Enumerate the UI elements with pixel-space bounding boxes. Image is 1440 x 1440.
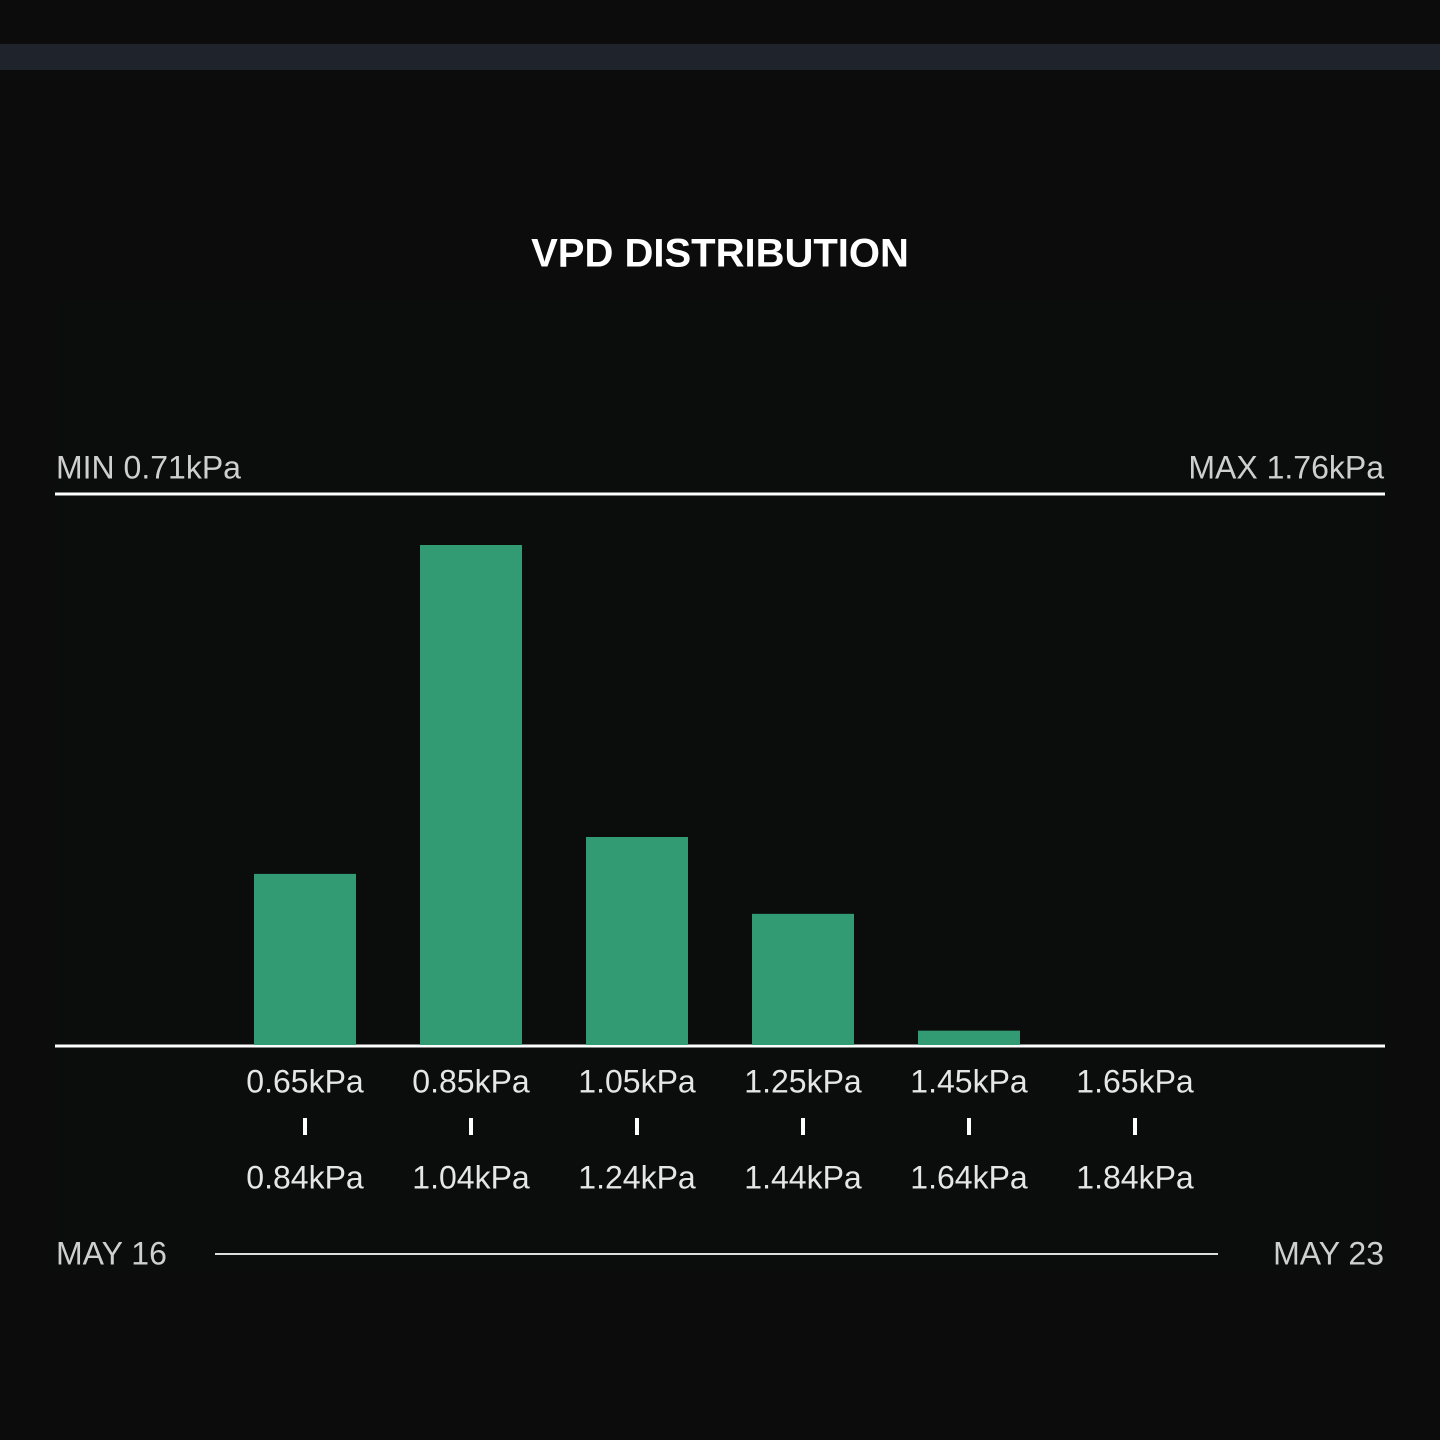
top-bar [0, 44, 1440, 70]
bar [918, 1030, 1020, 1045]
bin-separator [1133, 1118, 1137, 1135]
bin-start-label: 1.05kPa [578, 1063, 696, 1099]
chart-title: VPD DISTRIBUTION [531, 232, 909, 276]
chart-panel [55, 300, 1385, 1270]
bin-end-label: 1.04kPa [412, 1159, 530, 1195]
bin-end-label: 1.24kPa [578, 1159, 696, 1195]
bin-end-label: 1.64kPa [910, 1159, 1028, 1195]
bin-start-label: 1.25kPa [744, 1063, 862, 1099]
bin-end-label: 1.84kPa [1076, 1159, 1194, 1195]
bin-separator [635, 1118, 639, 1135]
bin-separator [303, 1118, 307, 1135]
bar [420, 545, 522, 1045]
max-label: MAX 1.76kPa [1188, 449, 1384, 485]
min-label: MIN 0.71kPa [56, 449, 241, 485]
bin-separator [801, 1118, 805, 1135]
bin-end-label: 1.44kPa [744, 1159, 862, 1195]
end-date: MAY 23 [1273, 1235, 1384, 1271]
bin-separator [469, 1118, 473, 1135]
start-date: MAY 16 [56, 1235, 167, 1271]
bar [254, 873, 356, 1045]
bar [586, 837, 688, 1045]
bin-start-label: 1.45kPa [910, 1063, 1028, 1099]
bin-start-label: 0.65kPa [246, 1063, 364, 1099]
bin-end-label: 0.84kPa [246, 1159, 364, 1195]
bar [752, 913, 854, 1045]
bin-separator [967, 1118, 971, 1135]
bin-start-label: 0.85kPa [412, 1063, 530, 1099]
bin-start-label: 1.65kPa [1076, 1063, 1194, 1099]
